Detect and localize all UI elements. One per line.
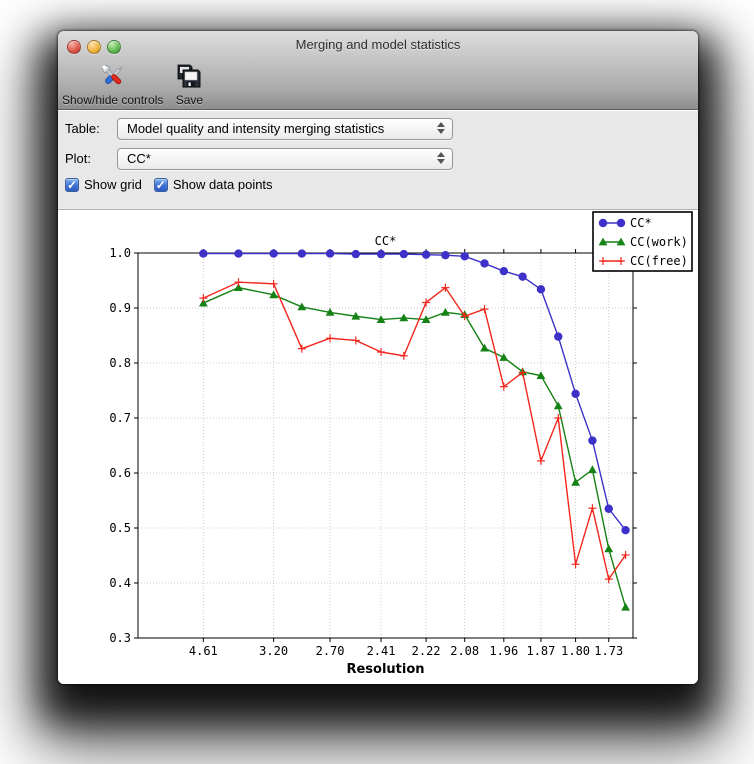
x-axis-label: Resolution <box>346 662 424 677</box>
chart-title: CC* <box>375 234 397 248</box>
toolbar-item-label: Show/hide controls <box>62 93 164 107</box>
plot-select-value: CC* <box>127 151 151 166</box>
x-tick-label: 1.80 <box>561 644 590 658</box>
legend-label: CC(free) <box>630 254 688 268</box>
tick-labels: 1.0 0.9 0.8 0.7 0.6 0.5 0.4 0.3 4.61 3.20 2.70 2.41… <box>109 234 623 677</box>
x-tick-label: 4.61 <box>189 644 218 658</box>
checkbox-label: Show grid <box>84 177 142 192</box>
controls-panel: Table: Model quality and intensity mergi… <box>58 111 698 210</box>
app-window: Merging and model statistics <box>58 31 698 684</box>
y-tick-label: 1.0 <box>109 246 131 260</box>
chart-area: 1.0 0.9 0.8 0.7 0.6 0.5 0.4 0.3 4.61 3.20 2.70 2.41… <box>58 210 698 684</box>
y-tick-label: 0.9 <box>109 301 131 315</box>
series-cc-work <box>198 283 630 611</box>
minimize-button[interactable] <box>87 40 101 54</box>
y-tick-label: 0.7 <box>109 411 131 425</box>
legend-label: CC(work) <box>630 235 688 249</box>
show-data-points-checkbox[interactable]: ✓ Show data points <box>153 177 273 192</box>
y-tick-label: 0.3 <box>109 631 131 645</box>
x-tick-label: 3.20 <box>259 644 288 658</box>
x-tick-label: 1.73 <box>594 644 623 658</box>
y-tick-label: 0.8 <box>109 356 131 370</box>
checkbox-row: ✓ Show grid ✓ Show data points <box>65 177 273 192</box>
x-tick-label: 1.87 <box>526 644 555 658</box>
y-tick-label: 0.4 <box>109 576 131 590</box>
zoom-button[interactable] <box>107 40 121 54</box>
chart-canvas: 1.0 0.9 0.8 0.7 0.6 0.5 0.4 0.3 4.61 3.20 2.70 2.41… <box>109 211 693 677</box>
close-button[interactable] <box>67 40 81 54</box>
x-tick-label: 2.08 <box>450 644 479 658</box>
x-tick-label: 2.41 <box>367 644 396 658</box>
y-tick-label: 0.6 <box>109 466 131 480</box>
table-label: Table: <box>65 121 100 136</box>
toolbar-item-label: Save <box>175 93 204 107</box>
x-tick-label: 1.96 <box>489 644 518 658</box>
legend-label: CC* <box>630 216 652 230</box>
floppy-icon <box>173 60 205 92</box>
traffic-lights <box>67 40 121 54</box>
tools-icon <box>97 60 129 92</box>
checkbox-check-icon: ✓ <box>65 177 79 192</box>
checkbox-check-icon: ✓ <box>153 177 168 192</box>
save-button[interactable]: Save <box>173 60 205 107</box>
show-grid-checkbox[interactable]: ✓ Show grid <box>65 177 142 192</box>
titlebar[interactable]: Merging and model statistics <box>58 31 698 57</box>
plot-label: Plot: <box>65 151 92 166</box>
window-title: Merging and model statistics <box>295 37 461 52</box>
table-select-value: Model quality and intensity merging stat… <box>127 121 385 136</box>
series-cc-free <box>199 278 630 584</box>
x-tick-label: 2.22 <box>412 644 441 658</box>
show-hide-controls-button[interactable]: Show/hide controls <box>62 60 163 107</box>
gridlines <box>138 253 633 638</box>
legend: CC* CC(work) CC(free) <box>592 211 693 272</box>
axes-frame <box>134 249 637 642</box>
checkbox-label: Show data points <box>172 177 273 192</box>
y-tick-label: 0.5 <box>109 521 131 535</box>
window-header: Merging and model statistics <box>58 31 698 110</box>
table-select[interactable]: Model quality and intensity merging stat… <box>117 118 453 140</box>
stepper-arrows-icon <box>437 122 445 134</box>
x-tick-label: 2.70 <box>316 644 345 658</box>
toolbar: Show/hide controls <box>58 57 698 110</box>
series-cc <box>199 249 630 535</box>
plot-select[interactable]: CC* <box>117 148 453 170</box>
stepper-arrows-icon <box>437 152 445 164</box>
